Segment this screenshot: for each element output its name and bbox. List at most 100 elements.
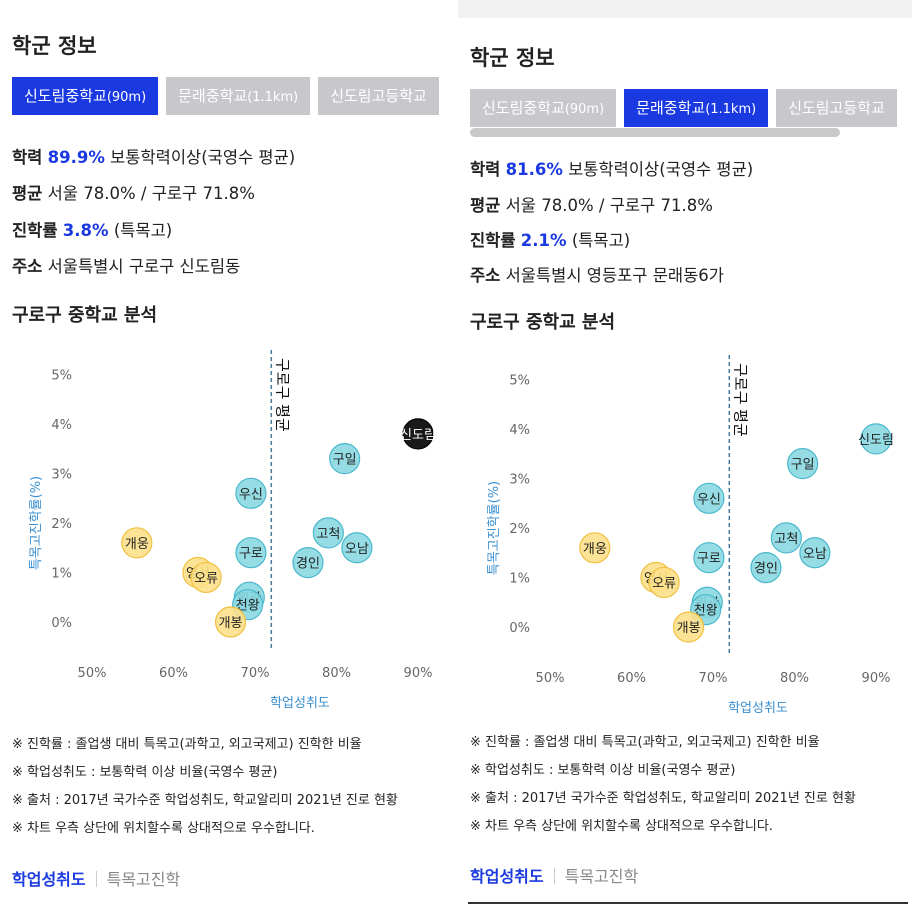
- point-구일: [787, 448, 819, 480]
- point-우신: [235, 477, 267, 509]
- school-tabs: 신도림중학교(90m) 문래중학교(1.1km) 신도림고등학교: [12, 77, 447, 115]
- point-label: 오남: [345, 542, 369, 557]
- average-row: 평균 서울 78.0% / 구로구 71.8%: [470, 196, 713, 215]
- point-신도림: [860, 423, 892, 455]
- point-label: 경인: [754, 562, 778, 577]
- y-tick-label: 0%: [509, 621, 530, 636]
- address-row: 주소 서울특별시 영등포구 문래동6가: [470, 266, 724, 285]
- average-line-label: 구로구 평균: [731, 363, 749, 437]
- point-오류: [648, 566, 680, 599]
- plot-area: [92, 350, 448, 650]
- point-우신: [693, 482, 725, 514]
- point-label: 우신: [239, 487, 263, 502]
- y-tick-label: 3%: [51, 468, 72, 483]
- tab-sindorim-middle[interactable]: 신도림중학교(90m): [470, 89, 617, 127]
- note-3: ※ 출처 : 2017년 국가수준 학업성취도, 학교알리미 2021년 진로 …: [12, 793, 398, 808]
- x-tick-label: 90%: [404, 666, 433, 681]
- tab-divider: [553, 868, 555, 884]
- notes: ※ 진학률 : 졸업생 대비 특목고(과학고, 외고국제고) 진학한 비율 ※ …: [12, 731, 398, 843]
- tab-sindorim-high[interactable]: 신도림고등학교: [776, 89, 897, 127]
- admission-row: 진학률 2.1% (특목고): [470, 231, 631, 250]
- point-개웅: [579, 532, 611, 564]
- tab-achievement[interactable]: 학업성취도: [12, 870, 86, 889]
- y-tick-label: 2%: [51, 517, 72, 532]
- y-tick-label: 5%: [51, 369, 72, 384]
- x-axis-label: 학업성취도: [728, 701, 788, 715]
- point-고척: [312, 517, 344, 549]
- point-label: 고척: [316, 527, 340, 542]
- point-label: 구일: [333, 453, 357, 468]
- x-tick-label: 50%: [78, 666, 107, 681]
- point-오남: [799, 537, 831, 569]
- point-label: 신도림: [400, 428, 436, 443]
- x-tick-label: 90%: [862, 671, 891, 686]
- point-경인: [750, 552, 782, 584]
- point-label: 천왕: [694, 604, 718, 619]
- point-오남: [341, 532, 373, 564]
- left-panel: 학군 정보 신도림중학교(90m) 문래중학교(1.1km) 신도림고등학교 학력 …: [0, 0, 450, 912]
- scatter-chart: 0% 1% 2% 3% 4% 5% 50% 60% 70% 80% 90% 학업성취도 특목고진학률(%…: [487, 355, 906, 715]
- note-3: ※ 출처 : 2017년 국가수준 학업성취도, 학교알리미 2021년 진로 …: [470, 791, 856, 806]
- address-row: 주소 서울특별시 구로구 신도림동: [12, 257, 241, 276]
- x-axis-label: 학업성취도: [270, 696, 330, 710]
- x-tick-label: 80%: [780, 671, 809, 686]
- chart-title: 구로구 중학교 분석: [470, 312, 616, 333]
- tab-divider: [95, 871, 97, 887]
- x-tick-label: 60%: [617, 671, 646, 686]
- point-label: 구로: [239, 547, 263, 562]
- tab-munrae-middle[interactable]: 문래중학교(1.1km): [624, 89, 769, 127]
- y-tick-label: 0%: [51, 616, 72, 631]
- y-tick-label: 4%: [509, 423, 530, 438]
- point-개봉: [672, 611, 705, 643]
- admission-row: 진학률 3.8% (특목고): [12, 221, 173, 240]
- point-label: 구로: [697, 552, 721, 567]
- scatter-chart: 0% 1% 2% 3% 4% 5% 50% 60% 70% 80% 90% 학업성취도 특목고진학률(%…: [29, 350, 448, 710]
- tab-sindorim-high[interactable]: 신도림고등학교: [318, 77, 439, 115]
- y-tick-label: 2%: [509, 522, 530, 537]
- point-개봉: [214, 606, 247, 638]
- point-label: 개봉: [219, 616, 243, 631]
- note-4: ※ 차트 우측 상단에 위치할수록 상대적으로 우수합니다.: [12, 821, 315, 836]
- note-2: ※ 학업성취도 : 보통학력 이상 비율(국영수 평균): [470, 763, 736, 778]
- tab-achievement[interactable]: 학업성취도: [470, 867, 544, 886]
- point-고척: [770, 522, 802, 554]
- school-tabs: 신도림중학교(90m) 문래중학교(1.1km) 신도림고등학교: [470, 89, 905, 127]
- average-row: 평균 서울 78.0% / 구로구 71.8%: [12, 184, 255, 203]
- tab-special-school[interactable]: 특목고진학: [106, 870, 181, 889]
- point-경인: [292, 547, 324, 579]
- notes: ※ 진학률 : 졸업생 대비 특목고(과학고, 외고국제고) 진학한 비율 ※ …: [470, 729, 856, 841]
- point-label: 오류: [652, 576, 676, 591]
- point-신도림: [402, 418, 434, 450]
- point-구일: [329, 443, 361, 475]
- point-label: 구일: [791, 458, 815, 473]
- section-title: 학군 정보: [12, 34, 97, 58]
- y-tick-label: 3%: [509, 473, 530, 488]
- x-tick-label: 50%: [536, 671, 565, 686]
- x-tick-label: 80%: [322, 666, 351, 681]
- x-tick-label: 70%: [241, 666, 270, 681]
- point-오류: [190, 561, 222, 594]
- achievement-row: 학력 81.6% 보통학력이상(국영수 평균): [470, 160, 754, 179]
- chart-mode-tabs: 학업성취도 특목고진학: [12, 866, 180, 890]
- tab-munrae-middle[interactable]: 문래중학교(1.1km): [166, 77, 311, 115]
- point-label: 개웅: [583, 542, 607, 557]
- point-구로: [693, 542, 725, 574]
- point-label: 우신: [697, 492, 721, 507]
- point-label: 오남: [803, 547, 827, 562]
- point-label: 신도림: [858, 433, 894, 448]
- x-tick-label: 70%: [699, 671, 728, 686]
- plot-area: [550, 355, 906, 655]
- point-label: 오류: [194, 571, 218, 586]
- average-line-label: 구로구 평균: [273, 358, 291, 432]
- y-tick-label: 4%: [51, 418, 72, 433]
- chart-title: 구로구 중학교 분석: [12, 305, 158, 326]
- point-구로: [235, 537, 267, 569]
- tab-special-school[interactable]: 특목고진학: [564, 867, 639, 886]
- tab-sindorim-middle[interactable]: 신도림중학교(90m): [12, 77, 159, 115]
- point-label: 고척: [774, 532, 798, 547]
- point-개웅: [121, 527, 153, 559]
- note-4: ※ 차트 우측 상단에 위치할수록 상대적으로 우수합니다.: [470, 819, 773, 834]
- point-label: 천왕: [236, 599, 260, 614]
- y-tick-label: 1%: [51, 567, 72, 582]
- tabs-scrollbar[interactable]: [470, 128, 840, 137]
